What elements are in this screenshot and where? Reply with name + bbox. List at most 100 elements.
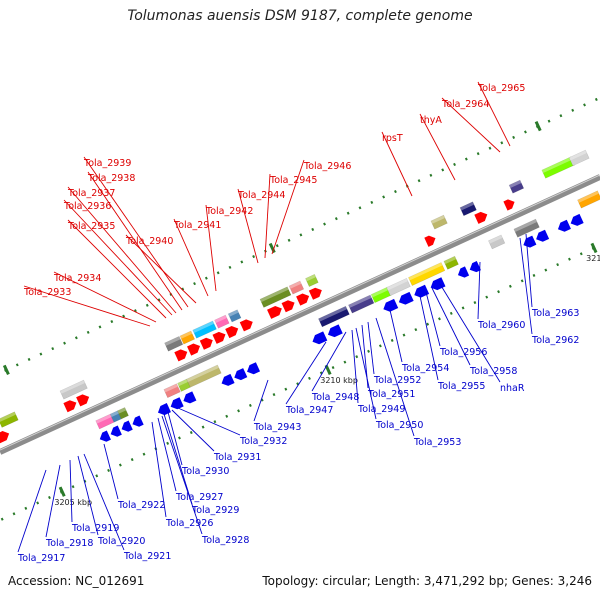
forward-gene-label: Tola_2933 xyxy=(23,287,71,298)
reverse-gene-block-shine xyxy=(408,262,443,281)
forward-gene-block-body xyxy=(288,280,305,295)
reverse-gene-block-body xyxy=(408,262,446,286)
reverse-gene-block-shine xyxy=(513,219,537,232)
reverse-gene-label: Tola_2917 xyxy=(17,553,65,564)
reverse-gene-block xyxy=(513,218,540,238)
reverse-gene-block xyxy=(408,262,446,286)
reverse-gene-label-leader xyxy=(375,317,415,437)
forward-gene-arrow xyxy=(225,326,239,339)
forward-gene-label-leader xyxy=(264,173,271,259)
scale-tick-lower xyxy=(58,486,66,497)
reverse-gene-label: Tola_2947 xyxy=(285,405,333,416)
forward-gene-arrow xyxy=(267,306,282,319)
scale-label: 3210 kbp xyxy=(320,376,358,385)
reverse-gene-label: Tola_2963 xyxy=(531,308,579,319)
reverse-gene-arrow xyxy=(523,235,537,248)
reverse-gene-block xyxy=(443,255,459,270)
forward-gene-arrow-shape xyxy=(296,293,310,306)
forward-gene-block-body xyxy=(305,273,319,287)
reverse-gene-label-leader xyxy=(17,469,47,553)
reverse-gene-arrow-shape xyxy=(383,298,399,312)
reverse-gene-arrow xyxy=(570,213,584,226)
forward-gene-label-leader xyxy=(83,156,189,308)
scale-label: 3215 kbp xyxy=(586,254,600,263)
forward-gene-block xyxy=(164,336,184,352)
reverse-gene-arrow-shape xyxy=(157,403,171,416)
reverse-gene-block-shine xyxy=(488,234,503,244)
forward-gene-block xyxy=(541,156,575,179)
forward-gene-arrow xyxy=(0,431,10,444)
forward-gene-arrow xyxy=(296,293,310,306)
reverse-gene-block-body xyxy=(577,190,600,209)
forward-gene-label: thyA xyxy=(420,115,442,126)
reverse-gene-label: Tola_2948 xyxy=(311,392,359,403)
forward-gene-arrow xyxy=(474,211,488,224)
forward-gene-arrow xyxy=(76,394,90,407)
forward-gene-block xyxy=(508,179,525,194)
forward-gene-arrow-shape xyxy=(0,431,10,444)
reverse-gene-arrow xyxy=(383,298,399,312)
reverse-gene-block xyxy=(177,378,191,392)
forward-gene-arrow-shape xyxy=(187,343,201,356)
reverse-gene-block xyxy=(186,364,222,388)
forward-gene-block-body xyxy=(164,336,184,352)
forward-gene-block xyxy=(0,411,19,428)
forward-gene-block xyxy=(430,214,448,230)
reverse-gene-block xyxy=(109,410,122,423)
reverse-gene-label: Tola_2951 xyxy=(367,389,415,400)
forward-gene-block-shine xyxy=(305,274,316,282)
reverse-gene-arrow xyxy=(557,219,571,232)
forward-gene-label-leader xyxy=(53,271,157,323)
reverse-gene-block-shine xyxy=(371,287,389,298)
forward-gene-block xyxy=(305,273,319,287)
reverse-gene-arrow-shape xyxy=(183,391,197,404)
forward-gene-label-leader xyxy=(23,285,151,327)
reverse-gene-block-shine xyxy=(386,278,408,291)
forward-gene-arrow xyxy=(239,319,253,332)
reverse-gene-block xyxy=(163,383,181,399)
reverse-gene-arrow xyxy=(430,277,446,291)
reverse-gene-arrow-shape xyxy=(132,415,144,427)
reverse-gene-block-shine xyxy=(577,190,599,203)
reverse-gene-block xyxy=(318,305,350,328)
reverse-gene-label-leader xyxy=(177,407,241,436)
reverse-gene-block-shine xyxy=(186,364,219,382)
forward-gene-arrow xyxy=(424,235,436,247)
reverse-gene-label: Tola_2931 xyxy=(213,452,261,463)
forward-gene-block-body xyxy=(0,411,19,428)
reverse-gene-arrow-shape xyxy=(523,235,537,248)
forward-gene-arrow-shape xyxy=(281,300,295,313)
reverse-gene-label-leader xyxy=(103,443,119,500)
forward-gene-label: Tola_2946 xyxy=(303,161,351,172)
reverse-gene-arrow-shape xyxy=(398,291,414,305)
forward-gene-block-shine xyxy=(569,150,587,161)
forward-gene-label-leader xyxy=(441,97,501,153)
forward-gene-block xyxy=(214,314,230,329)
reverse-gene-arrow xyxy=(247,362,261,375)
forward-gene-label: Tola_2938 xyxy=(87,173,135,184)
scale-tick-lower xyxy=(324,364,332,375)
scale-tick-lower xyxy=(590,242,598,254)
scale-tick-upper xyxy=(268,242,276,254)
forward-gene-arrow-shape xyxy=(308,287,322,300)
forward-gene-block-shine xyxy=(460,201,475,211)
reverse-gene-label: Tola_2921 xyxy=(123,551,171,562)
forward-gene-label: Tola_2945 xyxy=(269,175,317,186)
forward-gene-block-shine xyxy=(214,315,227,323)
reverse-gene-arrow xyxy=(327,324,343,338)
reverse-gene-label: Tola_2920 xyxy=(97,536,145,547)
reverse-gene-arrow-shape xyxy=(414,284,430,298)
reverse-gene-block xyxy=(488,234,506,250)
reverse-gene-block-body xyxy=(386,277,411,296)
forward-gene-block-shine xyxy=(192,320,215,333)
reverse-gene-label-leader xyxy=(167,411,183,466)
forward-gene-block-body xyxy=(459,201,477,217)
reverse-gene-arrow-shape xyxy=(557,219,571,232)
reverse-gene-arrow-shape xyxy=(312,331,328,345)
reverse-gene-label: Tola_2922 xyxy=(117,500,165,511)
reverse-gene-label-leader xyxy=(157,417,177,492)
forward-gene-block-body xyxy=(508,179,525,194)
reverse-gene-arrow xyxy=(398,291,414,305)
reverse-gene-label-leader xyxy=(45,464,61,538)
reverse-gene-block-body xyxy=(117,407,129,420)
